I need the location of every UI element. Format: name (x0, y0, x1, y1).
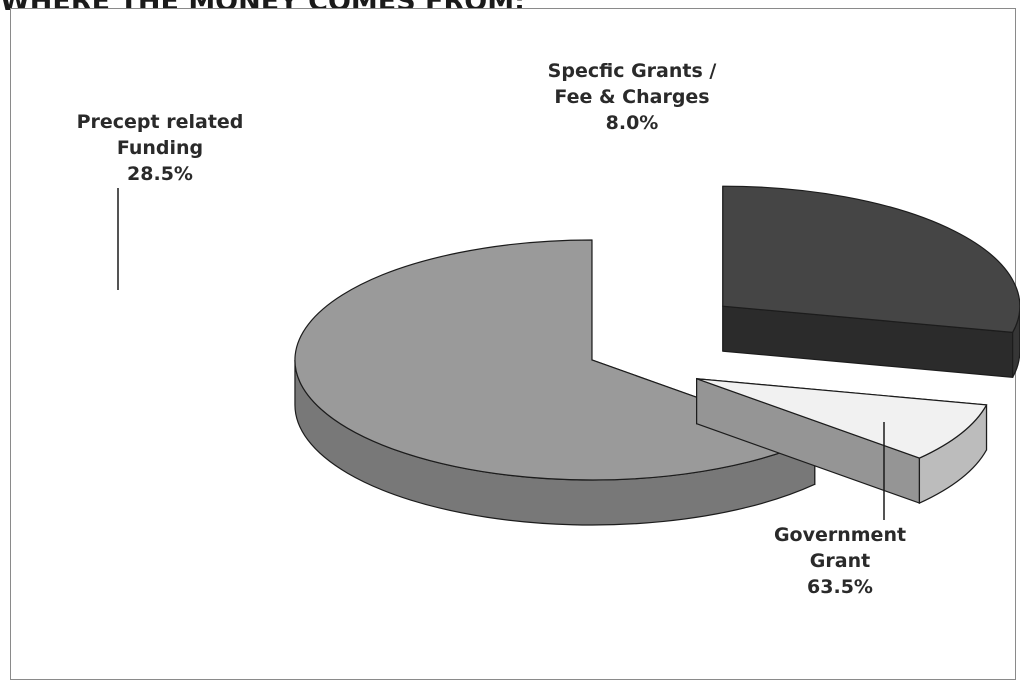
slice-top (294, 239, 817, 481)
slice-name-label: Grant (810, 550, 870, 572)
slice-name-label: Government (774, 524, 906, 546)
slice-name-label: Precept related (77, 111, 244, 133)
slice-label: Government Grant 63.5% (774, 524, 906, 598)
slice-value-label: 63.5% (807, 576, 873, 598)
slice-name-label: Fee & Charges (554, 86, 709, 108)
slice-value-label: 8.0% (606, 112, 659, 134)
slice-top (722, 185, 1020, 333)
slice-name-label: Funding (117, 137, 203, 159)
slice-name-label: Specfic Grants / (548, 60, 717, 82)
slice-top (696, 378, 988, 459)
slice-label: Specfic Grants / Fee & Charges 8.0% (548, 60, 717, 134)
slice-label: Precept related Funding 28.5% (77, 111, 244, 185)
slice-0 (722, 185, 1020, 379)
slice-1 (696, 377, 988, 505)
slice-value-label: 28.5% (127, 163, 193, 185)
